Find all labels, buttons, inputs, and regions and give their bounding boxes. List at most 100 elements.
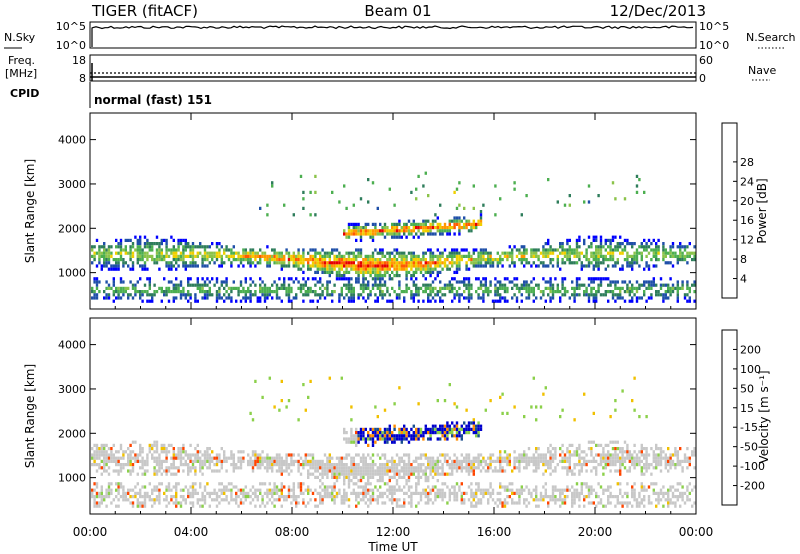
scatter-cell [554,498,557,502]
scatter-cell [287,299,291,303]
scatter-cell [503,485,507,489]
scatter-cell [129,251,132,255]
scatter-cell [506,495,509,499]
scatter-cell [470,459,473,463]
scatter-cell [638,491,641,495]
scatter-cell [359,437,363,441]
scatter-cell [191,242,195,246]
scatter-cell [472,222,475,226]
scatter-cell [220,283,223,287]
scatter-cell [463,421,466,425]
scatter-cell [592,299,595,303]
scatter-cell [172,251,175,255]
scatter-cell [239,501,243,505]
scatter-cell [333,466,336,470]
scatter-cell [628,293,631,297]
scatter-cell [374,229,377,233]
scatter-cell [539,296,543,300]
scatter-cell [242,286,245,290]
scatter-cell [441,286,444,290]
scatter-cell [232,280,235,284]
scatter-cell [177,447,180,451]
scatter-cell [655,482,658,486]
scatter-cell [251,453,255,457]
scatter-cell [561,408,564,412]
scatter-cell [239,498,243,502]
scatter-cell [335,277,339,281]
scatter-cell [367,254,370,258]
scatter-cell [412,437,415,441]
scatter-cell [578,504,581,508]
scatter-cell [501,286,504,290]
scatter-cell [98,504,101,508]
scatter-cell [151,248,154,252]
scatter-cell [290,459,293,463]
scatter-cell [263,254,267,258]
scatter-cell [676,296,679,300]
scatter-cell [367,482,370,486]
scatter-cell [391,261,394,265]
scatter-cell [664,463,667,467]
scatter-cell [335,495,339,499]
scatter-cell [371,440,375,444]
scatter-cell [491,498,495,502]
scatter-cell [595,472,598,476]
scatter-cell [131,469,135,473]
scatter-cell [203,463,207,467]
scatter-cell [91,463,94,467]
scatter-cell [297,248,300,252]
scatter-cell [407,475,411,479]
scatter-cell [175,466,178,470]
scatter-cell [355,280,358,284]
scatter-cell [287,290,291,294]
nsky-label: N.Sky [4,31,36,44]
scatter-cell [311,264,315,268]
scatter-cell [323,270,327,274]
scatter-cell [381,226,384,230]
scatter-cell [487,501,490,505]
scatter-cell [199,459,202,463]
scatter-cell [645,453,648,457]
scatter-cell [326,491,329,495]
scatter-cell [518,456,521,460]
scatter-cell [475,495,478,499]
scatter-cell [417,501,420,505]
scatter-cell [160,290,163,294]
scatter-cell [333,258,336,262]
scatter-cell [388,187,391,191]
scatter-cell [129,453,132,457]
scatter-cell [431,466,435,470]
scatter-cell [371,434,375,438]
scatter-cell [182,463,185,467]
scatter-cell [165,238,168,242]
scatter-cell [362,290,365,294]
scatter-cell [417,456,420,460]
scatter-cell [319,495,322,499]
scatter-cell [429,254,432,258]
scatter-cell [659,450,663,454]
scatter-cell [395,251,399,255]
scatter-cell [439,488,442,492]
scatter-cell [95,238,99,242]
scatter-cell [571,504,574,508]
scatter-cell [479,254,483,258]
scatter-cell [139,495,142,499]
scatter-cell [338,277,341,281]
scatter-cell [638,286,641,290]
scatter-cell [681,245,684,249]
scatter-cell [367,264,370,268]
scatter-cell [679,286,682,290]
scatter-cell [628,459,631,463]
scatter-cell [686,251,689,255]
scatter-cell [443,293,447,297]
scatter-cell [323,261,327,265]
scatter-cell [391,491,394,495]
scatter-cell [283,258,286,262]
scatter-cell [338,200,341,204]
scatter-cell [350,466,353,470]
scatter-cell [458,254,461,258]
scatter-cell [355,466,358,470]
scatter-cell [499,469,502,473]
scatter-cell [225,254,228,258]
scatter-cell [371,495,375,499]
